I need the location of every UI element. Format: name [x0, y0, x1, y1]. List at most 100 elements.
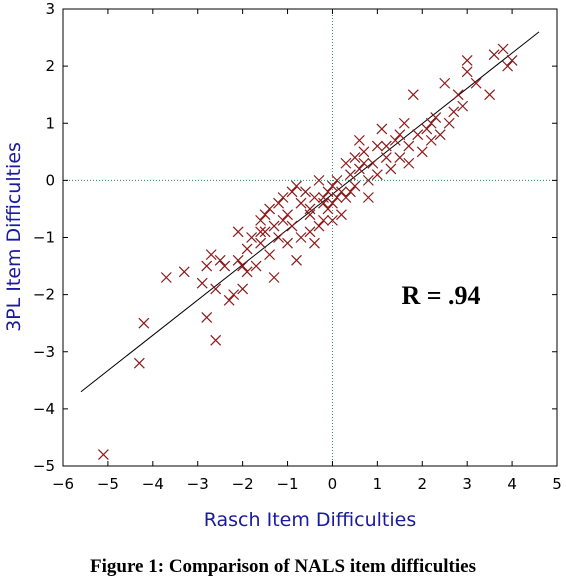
x-tick-label: 5	[552, 475, 562, 493]
data-point	[416, 146, 428, 158]
reference-lines	[63, 9, 557, 466]
data-point	[403, 157, 415, 169]
data-point	[264, 203, 276, 215]
x-tick-label: 0	[328, 475, 338, 493]
data-point	[461, 66, 473, 78]
data-point	[210, 334, 222, 346]
correlation-annotation: R = .94	[401, 281, 480, 310]
data-point	[255, 214, 267, 226]
data-point	[331, 192, 343, 203]
data-point	[223, 294, 235, 306]
data-point	[97, 449, 109, 460]
data-point	[273, 197, 284, 209]
data-point	[268, 220, 280, 232]
data-point	[389, 134, 401, 146]
data-point	[273, 232, 284, 243]
data-point	[291, 180, 302, 192]
y-tick-label: 2	[45, 57, 55, 75]
data-point	[318, 197, 329, 209]
x-tick-label: −6	[52, 475, 74, 493]
data-point	[407, 89, 419, 101]
data-point	[322, 186, 334, 198]
data-point	[286, 186, 298, 198]
data-point	[304, 203, 316, 215]
data-point	[205, 249, 217, 261]
data-point	[295, 197, 307, 209]
data-point	[502, 60, 514, 72]
data-point	[304, 226, 316, 238]
data-point	[327, 214, 338, 226]
x-tick-label: 4	[507, 475, 517, 493]
x-tick-label: −2	[232, 475, 254, 493]
data-point	[237, 260, 249, 272]
data-point	[291, 254, 302, 266]
data-point	[380, 152, 392, 163]
data-point	[232, 226, 244, 238]
data-point	[497, 43, 509, 55]
figure-caption: Figure 1: Comparison of NALS item diffic…	[90, 556, 476, 577]
data-point	[344, 169, 356, 181]
data-point	[277, 192, 289, 203]
y-tick-label: −5	[33, 457, 55, 475]
data-point	[425, 134, 437, 146]
data-point	[210, 283, 222, 295]
data-point	[241, 243, 253, 255]
data-point	[385, 163, 397, 175]
data-point	[232, 254, 244, 266]
data-point	[138, 317, 150, 329]
data-point	[439, 77, 451, 89]
data-point	[506, 54, 518, 66]
data-point	[331, 174, 343, 186]
data-point	[219, 260, 231, 272]
data-point	[371, 169, 383, 181]
data-point	[484, 89, 496, 101]
data-point	[448, 106, 460, 118]
plot-frame	[62, 8, 558, 467]
data-point	[237, 283, 249, 295]
data-point	[196, 277, 208, 289]
y-tick-label: 0	[45, 171, 55, 189]
data-point	[282, 237, 293, 249]
data-point	[309, 192, 320, 203]
data-point	[412, 129, 424, 141]
data-point	[259, 226, 271, 238]
data-point	[264, 249, 276, 261]
data-point	[461, 54, 473, 66]
data-point	[201, 260, 213, 272]
x-tick-label: 2	[417, 475, 427, 493]
data-point	[304, 209, 316, 221]
x-tick-label: −3	[187, 475, 209, 493]
data-point	[380, 140, 392, 152]
x-tick-label: 3	[462, 475, 472, 493]
data-point	[300, 186, 311, 198]
data-point	[394, 129, 406, 141]
data-point	[318, 214, 329, 226]
data-point	[398, 117, 410, 129]
data-point	[277, 214, 289, 226]
data-point	[488, 49, 500, 61]
data-point	[434, 129, 446, 141]
data-point	[367, 157, 379, 169]
data-point	[250, 260, 262, 272]
data-point	[201, 312, 213, 323]
y-tick-label: 3	[45, 0, 55, 18]
data-point	[430, 112, 442, 123]
data-point	[340, 192, 352, 203]
data-point	[255, 226, 267, 238]
y-tick-label: 1	[45, 114, 55, 132]
x-tick-label: −5	[97, 475, 119, 493]
data-point	[353, 163, 365, 175]
data-point	[349, 180, 361, 192]
data-point	[160, 272, 172, 283]
data-point	[327, 197, 338, 209]
y-tick-label: −2	[33, 286, 55, 304]
data-point	[286, 220, 298, 232]
data-point	[470, 77, 482, 89]
data-point	[246, 232, 258, 243]
data-point	[327, 180, 338, 192]
data-point	[376, 123, 388, 135]
x-tick-label: −4	[142, 475, 164, 493]
x-axis-label: Rasch Item Difficulties	[204, 509, 417, 531]
data-point	[282, 209, 293, 221]
